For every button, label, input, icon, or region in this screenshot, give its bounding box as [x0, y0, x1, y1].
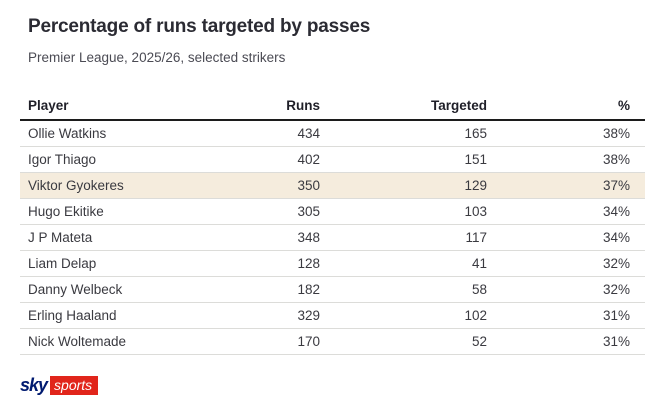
- page-subtitle: Premier League, 2025/26, selected strike…: [28, 50, 286, 65]
- column-header-targeted: Targeted: [320, 92, 487, 121]
- runs-cell: 305: [190, 198, 320, 225]
- table-row-highlighted: Viktor Gyokeres 350 129 37%: [20, 172, 645, 199]
- sky-sports-logo: sky sports: [20, 375, 99, 395]
- pct-cell: 34%: [487, 198, 645, 225]
- table-row: Liam Delap 128 41 32%: [20, 250, 645, 277]
- targeted-cell: 103: [320, 198, 487, 225]
- sports-logo-badge: sports: [50, 376, 99, 395]
- table-row: Danny Welbeck 182 58 32%: [20, 276, 645, 303]
- table-row: Erling Haaland 329 102 31%: [20, 302, 645, 329]
- table-row: J P Mateta 348 117 34%: [20, 224, 645, 251]
- targeted-cell: 165: [320, 120, 487, 147]
- targeted-cell: 151: [320, 146, 487, 173]
- column-header-player: Player: [20, 92, 190, 121]
- pct-cell: 38%: [487, 146, 645, 173]
- column-header-pct: %: [487, 92, 645, 121]
- targeted-cell: 102: [320, 302, 487, 329]
- runs-cell: 182: [190, 276, 320, 303]
- runs-cell: 350: [190, 172, 320, 199]
- sky-logo-text: sky: [20, 375, 48, 395]
- table-header-row: Player Runs Targeted %: [20, 92, 645, 121]
- runs-cell: 329: [190, 302, 320, 329]
- targeted-cell: 129: [320, 172, 487, 199]
- targeted-cell: 52: [320, 328, 487, 355]
- page-title: Percentage of runs targeted by passes: [28, 16, 371, 37]
- player-cell: Ollie Watkins: [20, 120, 190, 147]
- runs-cell: 128: [190, 250, 320, 277]
- player-cell: Erling Haaland: [20, 302, 190, 329]
- table-row: Hugo Ekitike 305 103 34%: [20, 198, 645, 225]
- table-row: Nick Woltemade 170 52 31%: [20, 328, 645, 355]
- table-row: Igor Thiago 402 151 38%: [20, 146, 645, 173]
- targeted-cell: 117: [320, 224, 487, 251]
- player-cell: Danny Welbeck: [20, 276, 190, 303]
- targeted-cell: 58: [320, 276, 487, 303]
- runs-cell: 402: [190, 146, 320, 173]
- pct-cell: 31%: [487, 302, 645, 329]
- player-cell: Igor Thiago: [20, 146, 190, 173]
- column-header-runs: Runs: [190, 92, 320, 121]
- pct-cell: 38%: [487, 120, 645, 147]
- runs-cell: 348: [190, 224, 320, 251]
- pct-cell: 32%: [487, 276, 645, 303]
- pct-cell: 32%: [487, 250, 645, 277]
- player-cell: J P Mateta: [20, 224, 190, 251]
- pct-cell: 31%: [487, 328, 645, 355]
- runs-cell: 434: [190, 120, 320, 147]
- stats-table: Player Runs Targeted % Ollie Watkins 434…: [20, 92, 645, 355]
- player-cell: Nick Woltemade: [20, 328, 190, 355]
- player-cell: Liam Delap: [20, 250, 190, 277]
- player-cell: Hugo Ekitike: [20, 198, 190, 225]
- targeted-cell: 41: [320, 250, 487, 277]
- pct-cell: 37%: [487, 172, 645, 199]
- pct-cell: 34%: [487, 224, 645, 251]
- player-cell: Viktor Gyokeres: [20, 172, 190, 199]
- runs-cell: 170: [190, 328, 320, 355]
- table-row: Ollie Watkins 434 165 38%: [20, 120, 645, 147]
